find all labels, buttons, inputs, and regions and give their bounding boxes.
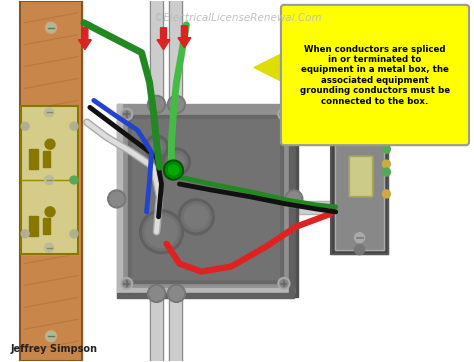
Circle shape (280, 110, 288, 118)
Circle shape (163, 148, 191, 176)
Circle shape (150, 97, 164, 111)
Bar (20, 1, 82, 361)
FancyArrow shape (178, 26, 191, 48)
Bar (117, 294, 294, 298)
Circle shape (146, 216, 177, 248)
Bar (291, 201, 341, 214)
Circle shape (168, 165, 178, 175)
Circle shape (143, 213, 181, 251)
Bar (348, 156, 373, 196)
Circle shape (151, 141, 163, 153)
Circle shape (145, 135, 168, 159)
Circle shape (45, 108, 54, 117)
Polygon shape (254, 52, 284, 83)
Circle shape (167, 96, 185, 113)
Bar (43, 151, 50, 167)
Circle shape (184, 205, 208, 229)
Bar (117, 104, 122, 294)
Bar (289, 104, 294, 294)
Circle shape (47, 332, 55, 340)
Circle shape (47, 24, 55, 32)
Circle shape (168, 154, 184, 170)
Circle shape (46, 22, 56, 33)
Circle shape (108, 190, 126, 208)
Bar (151, 1, 162, 108)
Bar (117, 104, 294, 294)
Circle shape (123, 110, 131, 118)
Circle shape (355, 117, 365, 127)
Circle shape (165, 151, 187, 173)
Bar (335, 110, 384, 250)
Bar (170, 283, 182, 361)
Circle shape (45, 176, 54, 185)
Circle shape (147, 96, 165, 113)
Circle shape (110, 192, 124, 206)
Circle shape (280, 279, 288, 287)
Text: When conductors are spliced
in or terminated to
equipment in a metal box, the
as: When conductors are spliced in or termin… (300, 45, 450, 105)
Text: ©ElectricalLicenseRenewal.Com: ©ElectricalLicenseRenewal.Com (154, 13, 322, 23)
Circle shape (140, 210, 183, 254)
Bar (151, 283, 162, 361)
FancyBboxPatch shape (281, 5, 469, 145)
Bar (29, 216, 38, 236)
Circle shape (46, 331, 56, 342)
Circle shape (278, 108, 290, 120)
Circle shape (150, 286, 164, 300)
Circle shape (46, 177, 56, 188)
Bar (331, 106, 388, 254)
Circle shape (70, 122, 78, 130)
Bar (348, 156, 373, 196)
Circle shape (147, 138, 165, 156)
Circle shape (278, 278, 290, 290)
Circle shape (45, 243, 54, 252)
Circle shape (47, 178, 55, 186)
Bar (20, 1, 82, 361)
Circle shape (355, 105, 365, 115)
Circle shape (21, 230, 29, 238)
Circle shape (45, 139, 55, 149)
Circle shape (21, 122, 29, 130)
Circle shape (121, 278, 133, 290)
Bar (171, 283, 182, 361)
Circle shape (123, 279, 131, 287)
Circle shape (355, 245, 365, 254)
Circle shape (70, 230, 78, 238)
Circle shape (165, 162, 182, 178)
Circle shape (383, 190, 391, 198)
Bar (132, 119, 279, 278)
Bar (121, 108, 298, 298)
Text: Jeffrey Simpson: Jeffrey Simpson (10, 344, 98, 354)
Circle shape (383, 160, 391, 168)
Circle shape (121, 108, 133, 120)
Circle shape (147, 285, 165, 302)
Circle shape (167, 285, 185, 302)
Bar (170, 1, 182, 108)
Circle shape (182, 202, 211, 232)
Circle shape (164, 160, 183, 180)
Circle shape (383, 168, 391, 176)
Circle shape (170, 97, 183, 111)
Bar (331, 106, 388, 254)
Bar (29, 149, 38, 169)
Circle shape (287, 192, 301, 206)
Bar (128, 115, 283, 282)
Bar (291, 202, 341, 213)
Circle shape (285, 190, 303, 208)
Bar (117, 289, 294, 294)
Circle shape (70, 176, 78, 184)
Bar (21, 106, 78, 254)
Circle shape (178, 199, 214, 235)
Bar (150, 283, 163, 361)
Bar (21, 106, 78, 254)
Bar (335, 110, 384, 250)
Circle shape (45, 207, 55, 217)
Circle shape (355, 233, 365, 243)
Bar (43, 218, 50, 234)
Bar (171, 1, 182, 108)
FancyArrow shape (78, 28, 91, 50)
FancyArrow shape (157, 28, 170, 50)
Circle shape (170, 286, 183, 300)
Circle shape (383, 145, 391, 153)
Bar (150, 1, 163, 108)
